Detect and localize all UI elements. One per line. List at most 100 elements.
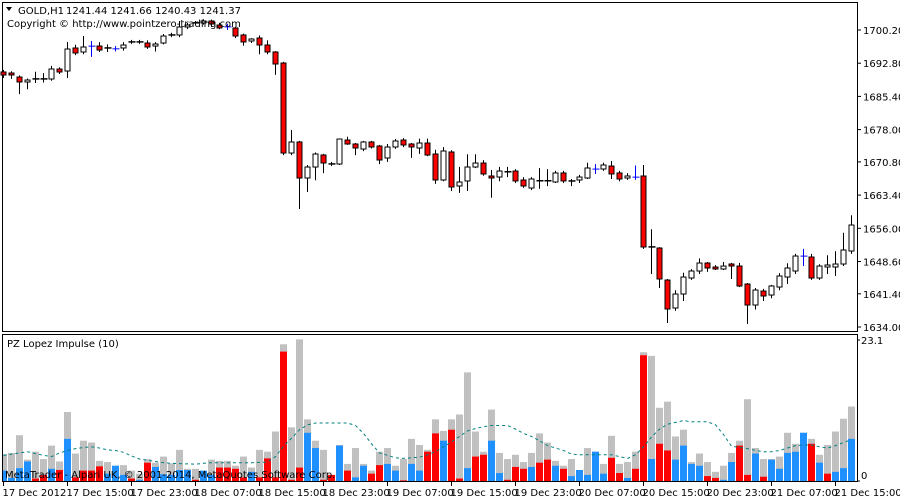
candle	[208, 19, 215, 27]
bear-impulse-bar	[744, 474, 751, 481]
impulse-total-bar	[128, 470, 135, 481]
impulse-bar	[520, 462, 527, 481]
price-tick-label: 1641.40	[863, 290, 900, 301]
impulse-bar	[672, 436, 679, 481]
bull-impulse-bar	[48, 468, 55, 481]
candle	[312, 152, 319, 181]
impulse-total-bar	[192, 468, 199, 481]
bull-candle-body	[792, 255, 799, 272]
candle	[232, 26, 239, 39]
bear-impulse-bar	[80, 470, 87, 481]
price-tick-label: 1648.60	[863, 257, 900, 268]
bear-candle-body	[216, 24, 223, 29]
bear-impulse-bar	[640, 355, 647, 481]
impulse-bar	[576, 470, 583, 481]
bear-impulse-bar	[88, 470, 95, 481]
candle	[624, 173, 631, 180]
candle	[120, 42, 127, 51]
bear-impulse-bar	[288, 479, 295, 481]
candle	[464, 154, 471, 192]
bull-impulse-bar	[176, 470, 183, 481]
candle	[392, 139, 399, 149]
price-axis[interactable]: 1700.20 1692.80 1685.40 1678.00 1670.80 1663.…	[857, 26, 900, 334]
triangle-down-icon[interactable]	[6, 7, 12, 11]
candle	[496, 166, 503, 182]
price-tick-label: 1656.00	[863, 224, 900, 235]
candle	[840, 232, 847, 266]
bull-candle-body	[600, 164, 607, 170]
indicator-panel[interactable]: 23.10 PZ Lopez Impulse (10) MetaTrader -…	[2, 334, 884, 483]
impulse-total-bar	[120, 465, 127, 481]
bear-candle-body	[560, 172, 567, 182]
bear-candle-body	[728, 263, 735, 267]
bear-candle-body	[400, 139, 407, 146]
time-tick-label: 19 Dec 23:00	[515, 488, 582, 499]
impulse-total-bar	[472, 431, 479, 481]
bull-candle-body	[816, 265, 823, 279]
impulse-total-bar	[72, 453, 79, 481]
candle	[792, 253, 799, 275]
bull-candle-body	[576, 176, 583, 181]
candle	[104, 44, 112, 52]
impulse-bar	[664, 401, 671, 481]
bull-impulse-bar	[696, 465, 703, 481]
candle	[640, 165, 647, 249]
price-panel[interactable]: 1700.20 1692.80 1685.40 1678.00 1670.80 1663.…	[0, 2, 900, 335]
candle	[336, 138, 343, 166]
candle	[568, 178, 576, 187]
candle	[600, 162, 607, 171]
impulse-bar	[712, 471, 719, 481]
bull-impulse-bar	[720, 479, 727, 481]
bear-candle-body	[432, 153, 439, 181]
impulse-bar	[16, 435, 23, 481]
impulse-bar	[464, 372, 471, 481]
impulse-total-bar	[256, 449, 263, 481]
impulse-bar	[472, 431, 479, 481]
bear-candle-body	[712, 266, 719, 270]
candle	[24, 78, 31, 90]
candle	[552, 170, 559, 183]
impulse-bar	[784, 432, 791, 481]
impulse-bar	[408, 438, 415, 481]
candle	[48, 65, 55, 81]
impulse-total-bar	[568, 459, 575, 481]
bear-candle-body	[240, 34, 247, 43]
impulse-total-bar	[176, 449, 183, 481]
impulse-bar	[48, 445, 55, 481]
bull-candle-body	[440, 150, 447, 181]
impulse-bar	[112, 465, 119, 481]
time-tick-label: 21 Dec 07:00	[771, 488, 838, 499]
bear-candle-body	[96, 45, 103, 51]
impulse-total-bar	[744, 399, 751, 481]
impulse-bar	[224, 460, 231, 481]
candle	[536, 168, 544, 189]
candle	[136, 39, 144, 44]
bear-impulse-bar	[456, 478, 463, 481]
bull-impulse-bar	[792, 451, 799, 481]
bear-impulse-bar	[400, 480, 407, 481]
impulse-total-bar	[3, 454, 7, 481]
bear-impulse-bar	[536, 462, 543, 481]
candle	[448, 150, 455, 192]
impulse-bar	[552, 460, 559, 481]
candle	[152, 42, 159, 52]
price-tick-label: 1685.40	[863, 92, 900, 103]
bull-candle-body	[248, 38, 255, 42]
impulse-bar	[440, 430, 447, 481]
bear-impulse-bar	[128, 478, 135, 481]
bear-candle-body	[56, 68, 63, 73]
impulse-bar	[544, 442, 551, 481]
bear-impulse-bar	[704, 476, 711, 481]
candle	[688, 269, 695, 280]
bull-impulse-bar	[184, 470, 191, 481]
candle	[432, 149, 439, 184]
bear-impulse-bar	[144, 462, 151, 481]
candle	[456, 166, 463, 193]
impulse-bar	[832, 431, 839, 481]
bull-impulse-bar	[848, 438, 855, 481]
price-tick-label: 1670.80	[863, 158, 900, 169]
price-tick-label: 1692.80	[863, 59, 900, 70]
impulse-total-bar	[168, 463, 175, 481]
